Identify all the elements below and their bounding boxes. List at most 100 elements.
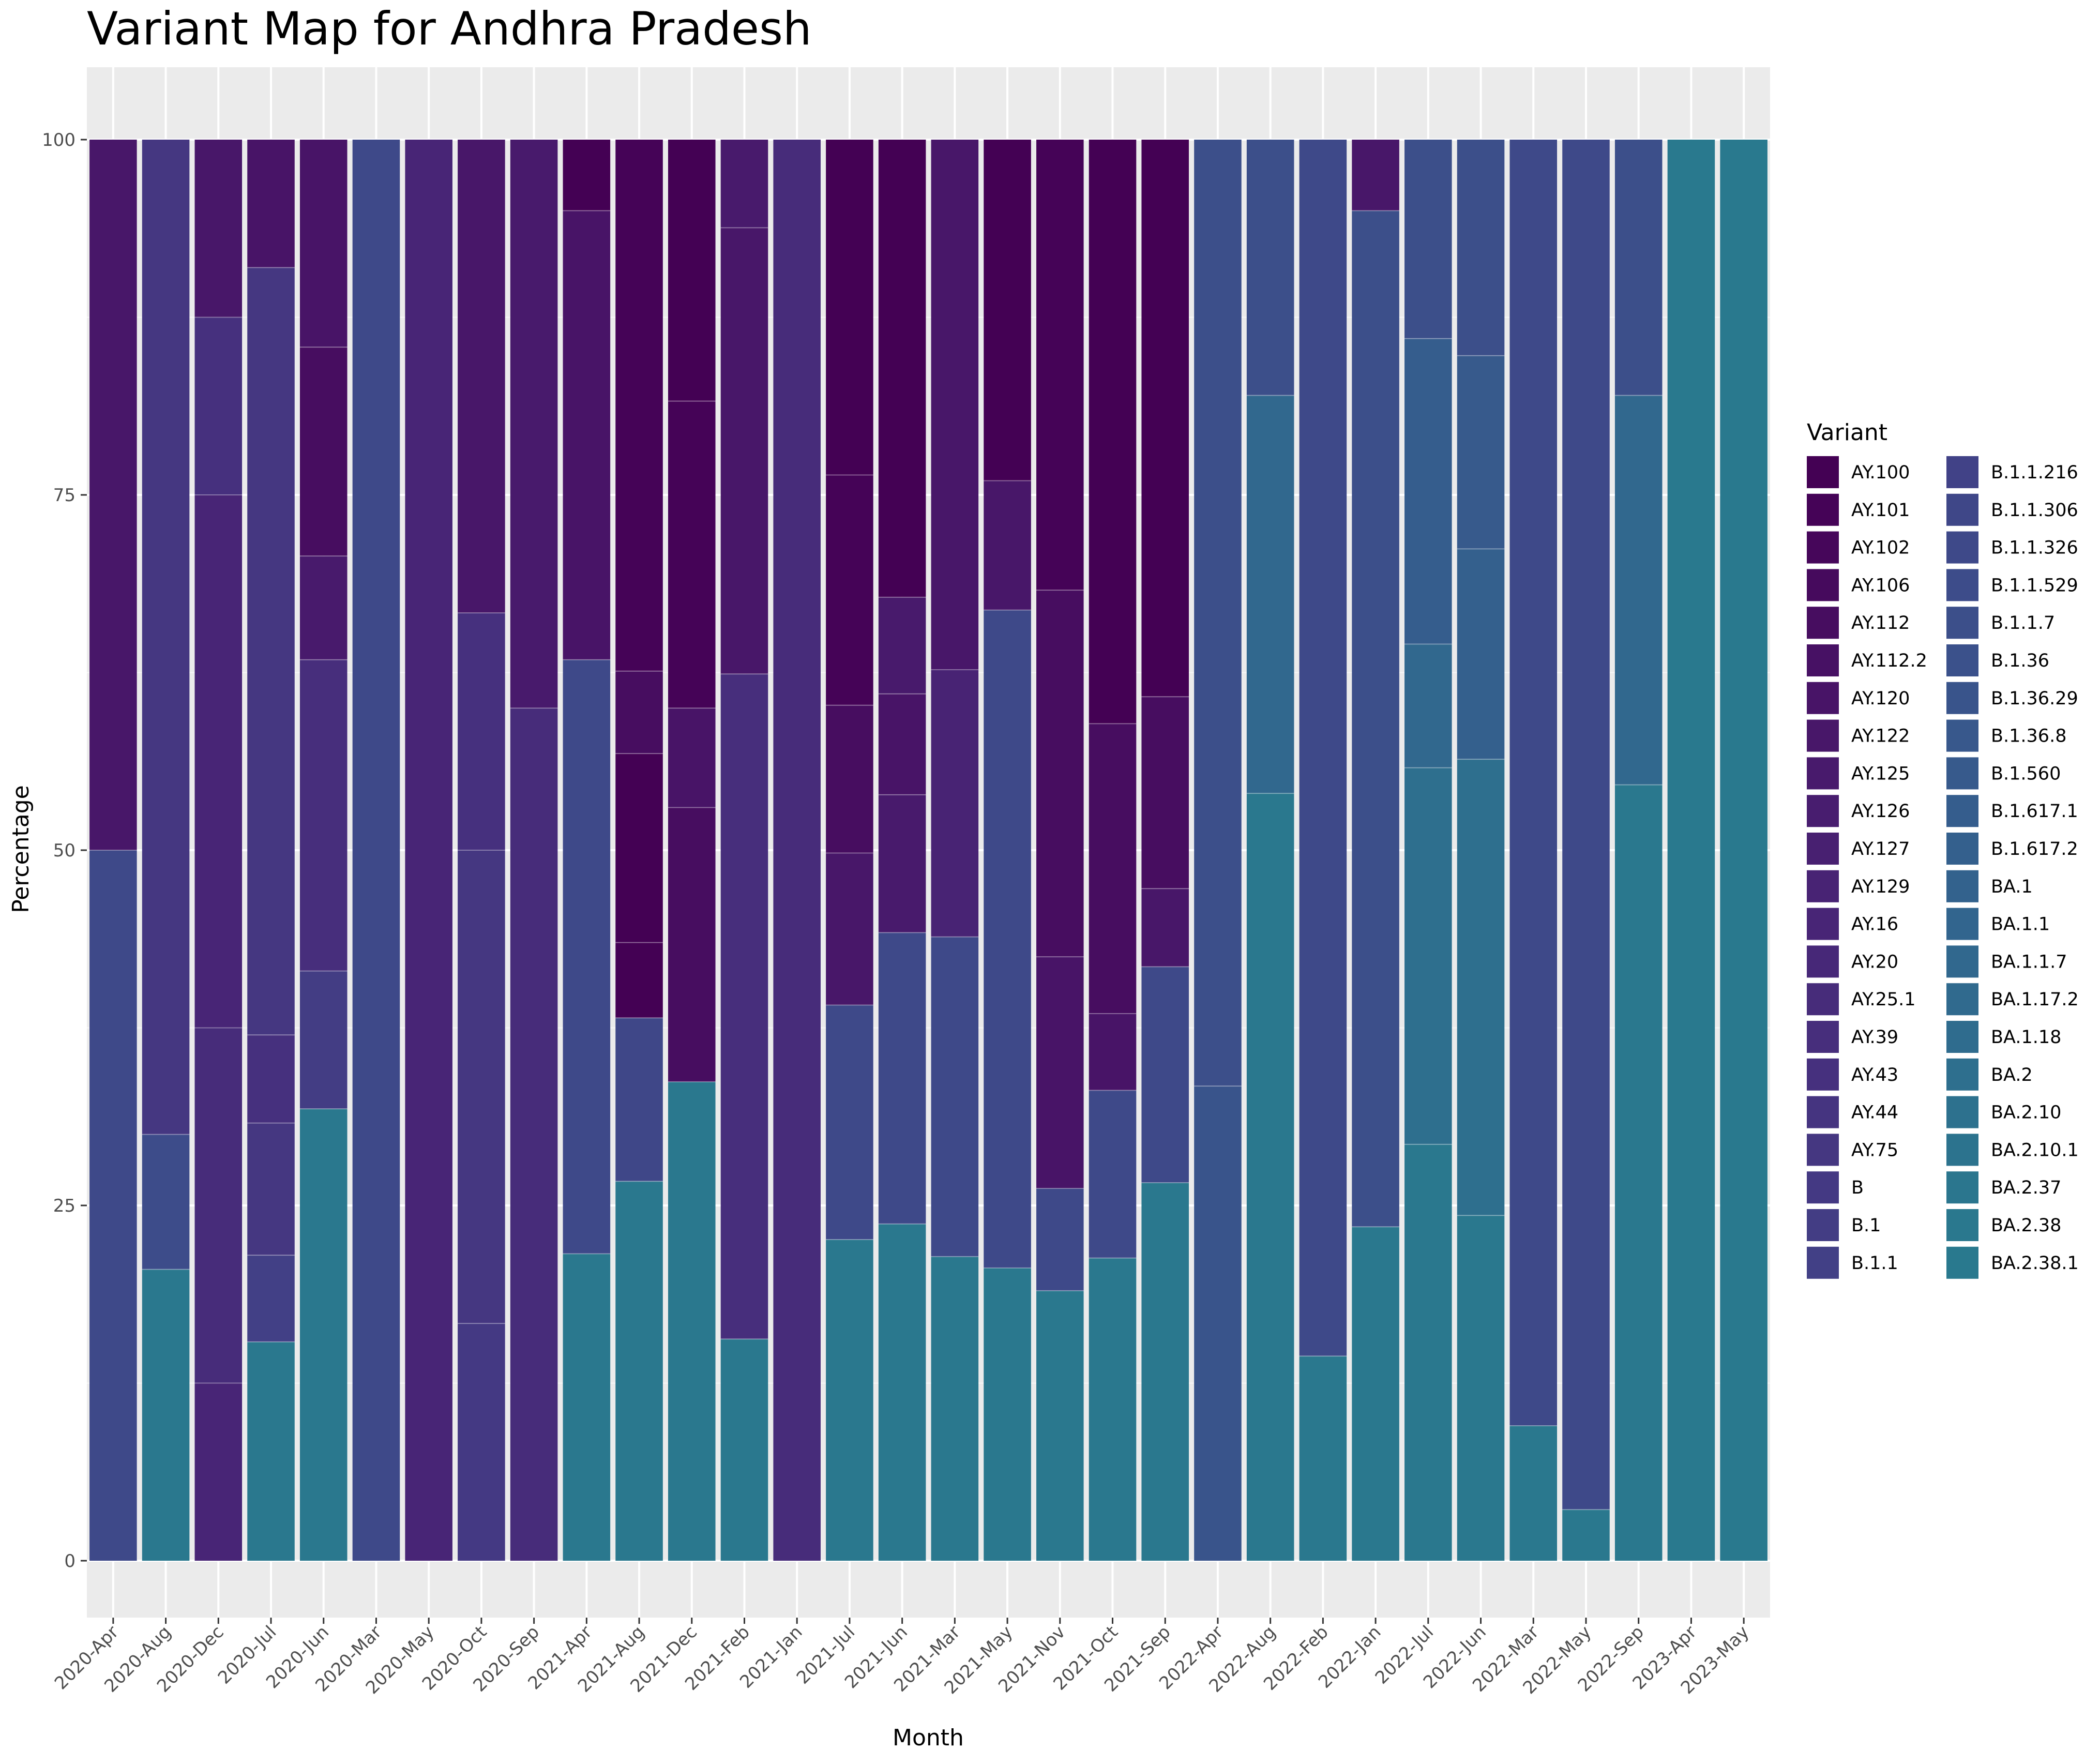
legend-item: AY.106 [1807, 569, 1910, 601]
legend-key [1946, 1058, 1978, 1091]
bar-segment [615, 753, 663, 943]
legend-item: BA.1.18 [1946, 1021, 2061, 1053]
legend-item: B [1807, 1171, 1864, 1204]
legend-item: AY.25.1 [1807, 983, 1916, 1016]
bar-segment [1141, 888, 1189, 967]
legend-label: B.1.36 [1991, 651, 2049, 671]
legend-key [1946, 1096, 1978, 1128]
legend-key [1807, 493, 1839, 526]
legend-key [1807, 682, 1839, 714]
bar-stack [615, 140, 663, 1561]
legend-label: AY.43 [1851, 1065, 1898, 1085]
bar-segment [247, 1255, 295, 1342]
bar-segment [1614, 395, 1663, 785]
legend-key [1946, 644, 1978, 676]
bar-segment [1194, 140, 1242, 1087]
legend-item: AY.100 [1807, 456, 1910, 488]
bar-segment [1509, 1425, 1558, 1561]
legend-key [1807, 531, 1839, 564]
legend-key [1946, 757, 1978, 790]
bar-segment [826, 1005, 873, 1240]
bar-segment [826, 705, 873, 853]
bar-segment [299, 556, 348, 660]
legend-key [1946, 1021, 1978, 1053]
bar-segment [1089, 1014, 1137, 1091]
legend-item: BA.2.38 [1946, 1209, 2061, 1241]
bar-segment [1457, 355, 1505, 549]
bar-segment [1036, 590, 1084, 957]
legend-key [1946, 795, 1978, 827]
legend-label: BA.1.17.2 [1991, 989, 2079, 1010]
bar-segment [668, 1081, 716, 1561]
legend-label: B [1851, 1178, 1864, 1198]
legend-item: B.1.617.1 [1946, 795, 2078, 827]
bar-segment [615, 671, 663, 754]
bar-stack [299, 140, 348, 1561]
bar-segment [878, 1224, 926, 1561]
y-tick-label: 75 [53, 485, 75, 506]
y-axis: 0 25 50 75 100 [42, 130, 87, 1572]
legend-item: AY.20 [1807, 945, 1898, 978]
legend-key [1946, 870, 1978, 902]
legend-item: B.1.1.529 [1946, 569, 2078, 601]
legend-key [1807, 1058, 1839, 1091]
legend-key [1807, 607, 1839, 639]
bar-segment [194, 140, 243, 318]
legend-key [1807, 1209, 1839, 1241]
bar-segment [1299, 1356, 1347, 1561]
legend-item: BA.2.10 [1946, 1096, 2061, 1128]
legend-item: AY.129 [1807, 870, 1910, 902]
legend-item: AY.120 [1807, 682, 1910, 714]
bar-segment [826, 853, 873, 1005]
legend-item: AY.126 [1807, 795, 1910, 827]
bar-stack [1352, 140, 1399, 1561]
bar-segment [194, 317, 243, 495]
legend-item: B.1.36.29 [1946, 682, 2078, 714]
bar-segment [931, 140, 979, 670]
bar-segment [1614, 140, 1663, 396]
bar-stack [89, 140, 137, 1561]
bar-segment [1352, 210, 1399, 1227]
legend-item: AY.16 [1807, 908, 1898, 940]
bar-segment [1299, 140, 1347, 1356]
bar-segment [1141, 697, 1189, 889]
bar-segment [1141, 1183, 1189, 1561]
bar-segment [615, 140, 663, 671]
legend-label: B.1 [1851, 1215, 1881, 1236]
legend-label: BA.1.18 [1991, 1027, 2061, 1048]
legend-label: B.1.1.7 [1991, 613, 2055, 633]
bar-stack [194, 140, 243, 1561]
legend-item: B.1.1 [1807, 1246, 1898, 1279]
legend-key [1946, 1209, 1978, 1241]
legend-key [1946, 945, 1978, 978]
legend-label: B.1.617.1 [1991, 801, 2078, 822]
bar-segment [405, 140, 452, 1561]
legend-label: B.1.1.529 [1991, 575, 2078, 596]
legend-key [1946, 833, 1978, 865]
x-axis: 2020-Apr2020-Aug2020-Dec2020-Jul2020-Jun… [51, 1618, 1754, 1698]
legend-item: BA.2.38.1 [1946, 1246, 2079, 1279]
legend-item: B.1.560 [1946, 757, 2061, 790]
legend-key [1807, 719, 1839, 752]
bar-stack [931, 140, 979, 1561]
legend-label: B.1.1.326 [1991, 538, 2078, 559]
legend-label: AY.129 [1851, 877, 1910, 897]
bar-segment [1141, 967, 1189, 1183]
bar-segment [1667, 140, 1715, 1561]
bar-segment [878, 693, 926, 795]
bar-segment [1089, 723, 1137, 1014]
bar-segment [458, 613, 505, 850]
bar-stack [1614, 140, 1663, 1561]
bar-stack [1036, 140, 1084, 1561]
bar-segment [299, 140, 348, 348]
legend-label: B.1.560 [1991, 763, 2061, 784]
bar-segment [878, 932, 926, 1224]
bar-segment [1509, 140, 1558, 1426]
legend-key [1807, 1171, 1839, 1204]
bar-segment [668, 807, 716, 1082]
legend-item: B.1.36 [1946, 644, 2049, 676]
legend-key [1946, 682, 1978, 714]
y-tick-label: 100 [42, 130, 75, 150]
bar-segment [668, 708, 716, 808]
bar-stack [458, 140, 505, 1561]
